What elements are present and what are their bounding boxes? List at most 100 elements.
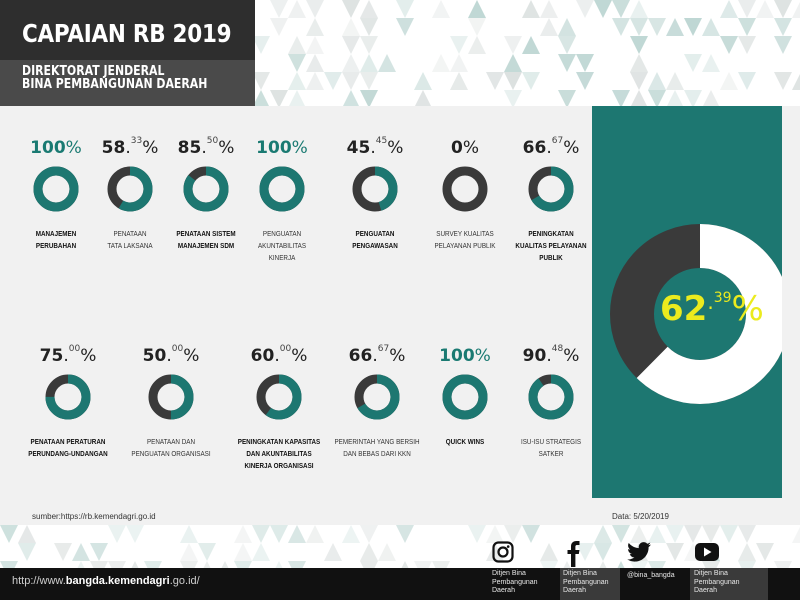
subtitle-line-2: BINA PEMBANGUNAN DAERAH xyxy=(22,77,208,92)
pattern-triangle xyxy=(738,72,756,90)
pattern-triangle xyxy=(738,36,756,54)
pattern-triangle xyxy=(774,36,792,54)
pattern-triangle xyxy=(738,525,756,543)
pattern-triangle xyxy=(288,0,306,18)
metric-donut xyxy=(33,166,79,212)
social-youtube[interactable]: Ditjen Bina Pembangunan Daerah xyxy=(694,540,754,600)
donut-value-arc xyxy=(107,166,153,212)
pattern-triangle xyxy=(0,561,18,579)
metric-donut xyxy=(107,166,153,212)
pattern-triangle xyxy=(198,561,216,579)
metric-percent: 66. 67% xyxy=(522,136,580,158)
pattern-triangle xyxy=(234,561,252,579)
date-text: Data: 5/20/2019 xyxy=(612,512,669,521)
pattern-triangle xyxy=(180,525,198,543)
pattern-triangle xyxy=(684,90,702,106)
pattern-triangle xyxy=(630,36,648,54)
pattern-triangle xyxy=(108,525,126,543)
pattern-triangle xyxy=(792,2,800,18)
youtube-bg xyxy=(690,568,768,600)
overall-value-dec: .39 xyxy=(707,290,732,314)
subtitle-line-1: DIREKTORAT JENDERAL xyxy=(22,64,165,79)
pattern-triangle xyxy=(756,543,774,561)
instagram-icon xyxy=(492,541,514,563)
pattern-triangle xyxy=(288,72,306,90)
pattern-triangle xyxy=(342,18,360,36)
metric-label: ISU-ISU STRATEGIS SATKER xyxy=(520,439,582,458)
pattern-triangle xyxy=(738,0,756,18)
metric-label: PENGUATAN AKUNTABILITAS KINERJA xyxy=(257,231,307,262)
pattern-triangle xyxy=(631,90,647,106)
pattern-triangle xyxy=(342,0,360,18)
metric-percent: 45. 45% xyxy=(346,136,404,158)
url-prefix: http://www. xyxy=(12,575,66,587)
pattern-triangle xyxy=(667,90,683,106)
pattern-triangle xyxy=(72,561,90,579)
pattern-triangle xyxy=(342,72,360,90)
pattern-triangle xyxy=(576,0,594,18)
pattern-triangle xyxy=(702,54,720,72)
pattern-triangle xyxy=(306,525,324,543)
facebook-bg xyxy=(560,568,620,600)
pattern-triangle xyxy=(360,0,378,18)
pattern-triangle xyxy=(270,90,288,106)
metric-percent: 100% xyxy=(256,138,308,158)
donut-value-arc xyxy=(148,374,194,420)
pattern-triangle xyxy=(738,18,756,36)
pattern-triangle xyxy=(144,561,162,579)
metric-percent: 60. 00% xyxy=(250,344,308,366)
overall-donut-arc xyxy=(610,224,782,404)
website-link[interactable]: http://www.bangda.kemendagri.go.id/ xyxy=(12,575,200,587)
metric-item: 60. 00% PENINGKATAN KAPASITAS DAN AKUNTABIL… xyxy=(214,344,344,473)
overall-donut xyxy=(610,224,782,404)
source-text: sumber:https://rb.kemendagri.go.id xyxy=(32,512,156,521)
metric-label: MANAJEMEN PERUBAHAN xyxy=(35,231,77,250)
pattern-triangle xyxy=(180,543,198,561)
pattern-triangle xyxy=(504,36,522,54)
metric-item: 90. 48% ISU-ISU STRATEGIS SATKER xyxy=(486,344,616,461)
social-facebook[interactable]: Ditjen Bina Pembangunan Daerah xyxy=(563,540,623,600)
metric-percent: 100% xyxy=(439,346,491,366)
metric-item: 100% MANAJEMEN PERUBAHAN xyxy=(0,137,121,253)
pattern-triangle xyxy=(702,525,720,543)
metric-percent: 75. 00% xyxy=(39,344,97,366)
pattern-triangle xyxy=(522,525,540,543)
pattern-triangle xyxy=(720,525,738,543)
youtube-icon xyxy=(695,543,719,561)
pattern-triangle xyxy=(72,543,90,561)
footer-bar xyxy=(0,568,800,600)
pattern-triangle xyxy=(648,72,666,90)
metric-item: 66. 67% PEMERINTAH YANG BERSIH DAN BEBAS DA… xyxy=(312,344,442,461)
social-instagram[interactable]: Ditjen Bina Pembangunan Daerah xyxy=(492,540,552,600)
pattern-triangle xyxy=(252,36,270,54)
metric-item: 66. 67% PENINGKATAN KUALITAS PELAYANAN PUBLI… xyxy=(486,136,616,265)
pattern-triangle xyxy=(450,72,468,90)
pattern-triangle xyxy=(612,0,630,18)
pattern-triangle xyxy=(252,525,270,543)
pattern-triangle xyxy=(288,36,306,54)
pattern-triangle xyxy=(756,0,774,18)
metric-label: QUICK WINS xyxy=(445,439,485,446)
social-youtube-label: Ditjen Bina Pembangunan Daerah xyxy=(694,570,740,594)
subtitle-bar xyxy=(0,60,255,106)
pattern-triangle xyxy=(684,54,702,72)
pattern-triangle xyxy=(648,525,666,543)
pattern-triangle xyxy=(360,90,378,106)
page-subtitle: DIREKTORAT JENDERAL BINA PEMBANGUNAN DAE… xyxy=(22,65,215,91)
metric-donut xyxy=(352,166,398,212)
pattern-triangle xyxy=(720,36,738,54)
donut-value-arc xyxy=(442,374,488,420)
pattern-triangle xyxy=(288,54,306,72)
pattern-triangle xyxy=(126,561,144,579)
pattern-triangle xyxy=(486,72,504,90)
pattern-triangle xyxy=(396,18,414,36)
pattern-triangle xyxy=(540,0,558,18)
metric-donut xyxy=(259,166,305,212)
pattern-triangle xyxy=(468,18,486,36)
social-twitter[interactable]: @bina_bangda xyxy=(627,540,687,600)
metric-label: SURVEY KUALITAS PELAYANAN PUBLIK xyxy=(434,231,496,250)
pattern-triangle xyxy=(522,72,540,90)
pattern-triangle xyxy=(684,18,702,36)
donut-value-arc xyxy=(528,374,574,420)
pattern-triangle xyxy=(396,525,414,543)
